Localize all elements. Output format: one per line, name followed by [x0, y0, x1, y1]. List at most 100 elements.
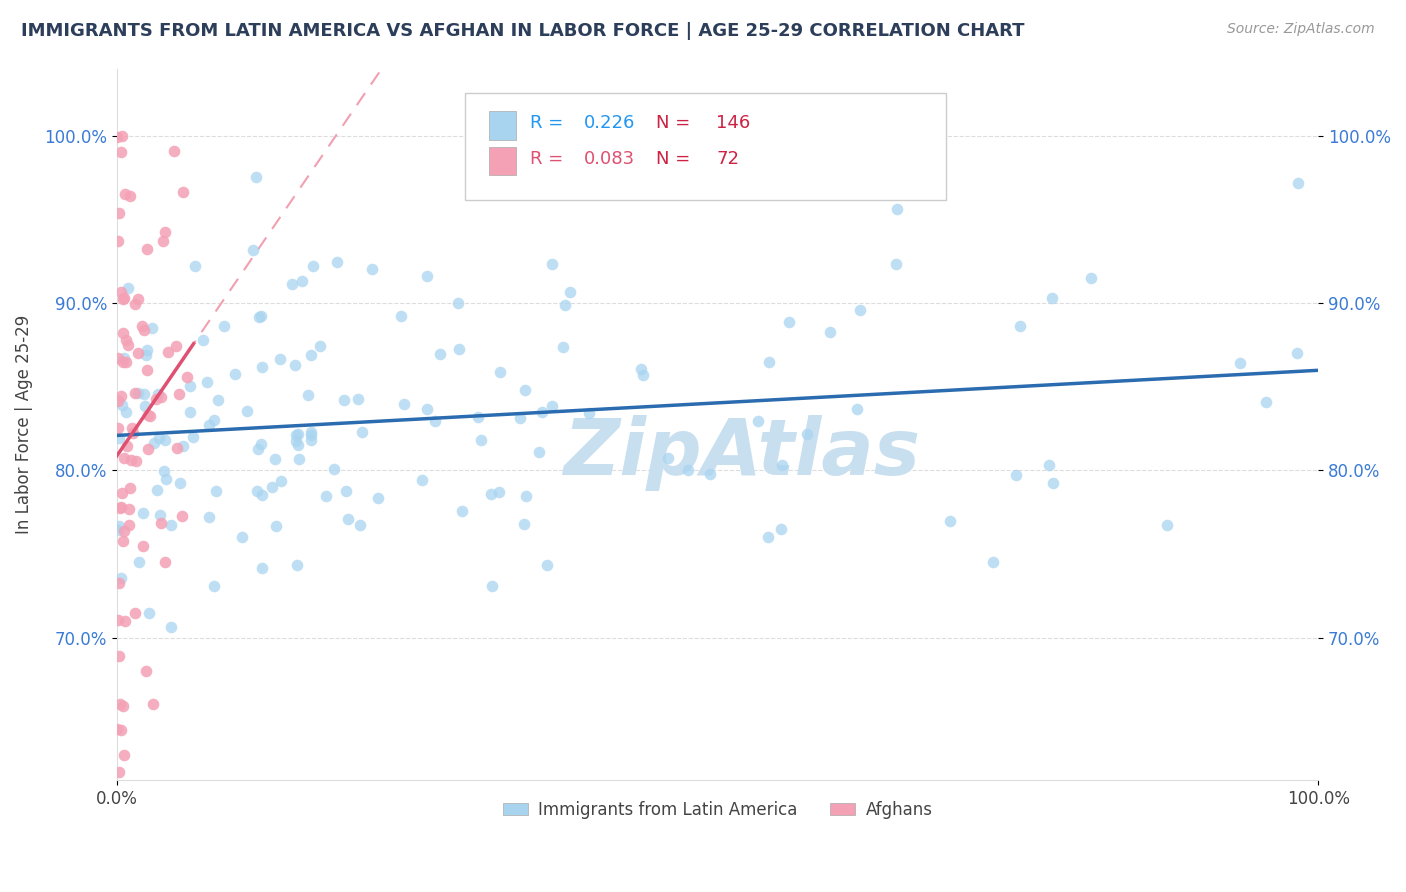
FancyBboxPatch shape: [465, 94, 946, 200]
Point: [141, 321, 163, 335]
Point: [128, 555, 150, 569]
Point: [541, 399, 564, 413]
Point: [287, 438, 309, 452]
Point: [207, 392, 229, 407]
Point: [264, 451, 287, 466]
Point: [236, 403, 259, 417]
Text: 0.083: 0.083: [585, 150, 636, 168]
Point: [1040, 291, 1063, 305]
Point: [299, 348, 322, 362]
Point: [110, 285, 132, 300]
Point: [630, 361, 652, 376]
Point: [169, 475, 191, 490]
Point: [1038, 458, 1060, 472]
Point: [115, 405, 138, 419]
Point: [124, 385, 146, 400]
Point: [184, 259, 207, 273]
Point: [302, 259, 325, 273]
Text: R =: R =: [530, 150, 569, 168]
Point: [127, 385, 149, 400]
Point: [136, 408, 159, 422]
Y-axis label: In Labor Force | Age 25-29: In Labor Force | Age 25-29: [15, 315, 32, 534]
Point: [202, 413, 225, 427]
Point: [769, 522, 792, 536]
Point: [139, 409, 162, 424]
Point: [132, 539, 155, 553]
Point: [111, 292, 134, 306]
Text: 72: 72: [716, 150, 740, 168]
Point: [159, 620, 181, 634]
Point: [172, 185, 194, 199]
Point: [107, 421, 129, 435]
Point: [117, 501, 139, 516]
Point: [115, 333, 138, 347]
Text: ZipAtlas: ZipAtlas: [562, 415, 920, 491]
Point: [170, 508, 193, 523]
Point: [530, 405, 553, 419]
Point: [135, 343, 157, 357]
Point: [148, 387, 170, 401]
Point: [114, 187, 136, 202]
Point: [108, 649, 131, 664]
Point: [287, 426, 309, 441]
Point: [249, 310, 271, 324]
Point: [117, 281, 139, 295]
Point: [155, 225, 177, 239]
Point: [770, 458, 793, 473]
Point: [105, 129, 128, 144]
Point: [747, 414, 769, 428]
Point: [181, 430, 204, 444]
Point: [470, 434, 492, 448]
Point: [224, 367, 246, 381]
Point: [288, 452, 311, 467]
Point: [333, 393, 356, 408]
Point: [820, 325, 842, 339]
Point: [554, 298, 576, 312]
Point: [127, 292, 149, 306]
Point: [758, 355, 780, 369]
Point: [242, 243, 264, 257]
Point: [527, 445, 550, 459]
Point: [117, 337, 139, 351]
Point: [429, 347, 451, 361]
Point: [153, 555, 176, 569]
Point: [778, 315, 800, 329]
Point: [165, 339, 187, 353]
Point: [125, 454, 148, 468]
Text: IMMIGRANTS FROM LATIN AMERICA VS AFGHAN IN LABOR FORCE | AGE 25-29 CORRELATION C: IMMIGRANTS FROM LATIN AMERICA VS AFGHAN …: [21, 22, 1025, 40]
Point: [291, 274, 314, 288]
Point: [202, 579, 225, 593]
Point: [513, 516, 536, 531]
Point: [315, 489, 337, 503]
Point: [107, 394, 129, 409]
Point: [246, 483, 269, 498]
Point: [326, 255, 349, 269]
Point: [110, 572, 132, 586]
Point: [111, 398, 134, 412]
Point: [633, 368, 655, 382]
Point: [111, 128, 134, 143]
Text: N =: N =: [657, 114, 696, 132]
Point: [335, 483, 357, 498]
Point: [416, 269, 439, 284]
Point: [846, 402, 869, 417]
Point: [136, 242, 159, 256]
Point: [361, 262, 384, 277]
Point: [411, 473, 433, 487]
Point: [983, 555, 1005, 569]
Point: [1256, 394, 1278, 409]
Point: [110, 723, 132, 737]
Point: [269, 352, 291, 367]
Point: [285, 428, 308, 442]
Point: [367, 491, 389, 505]
Point: [250, 436, 273, 450]
Bar: [489, 112, 516, 140]
Point: [169, 387, 191, 401]
Point: [155, 434, 177, 448]
Point: [112, 524, 135, 538]
Point: [138, 607, 160, 621]
Point: [121, 421, 143, 435]
Point: [285, 558, 308, 572]
Point: [756, 530, 779, 544]
Point: [107, 614, 129, 628]
